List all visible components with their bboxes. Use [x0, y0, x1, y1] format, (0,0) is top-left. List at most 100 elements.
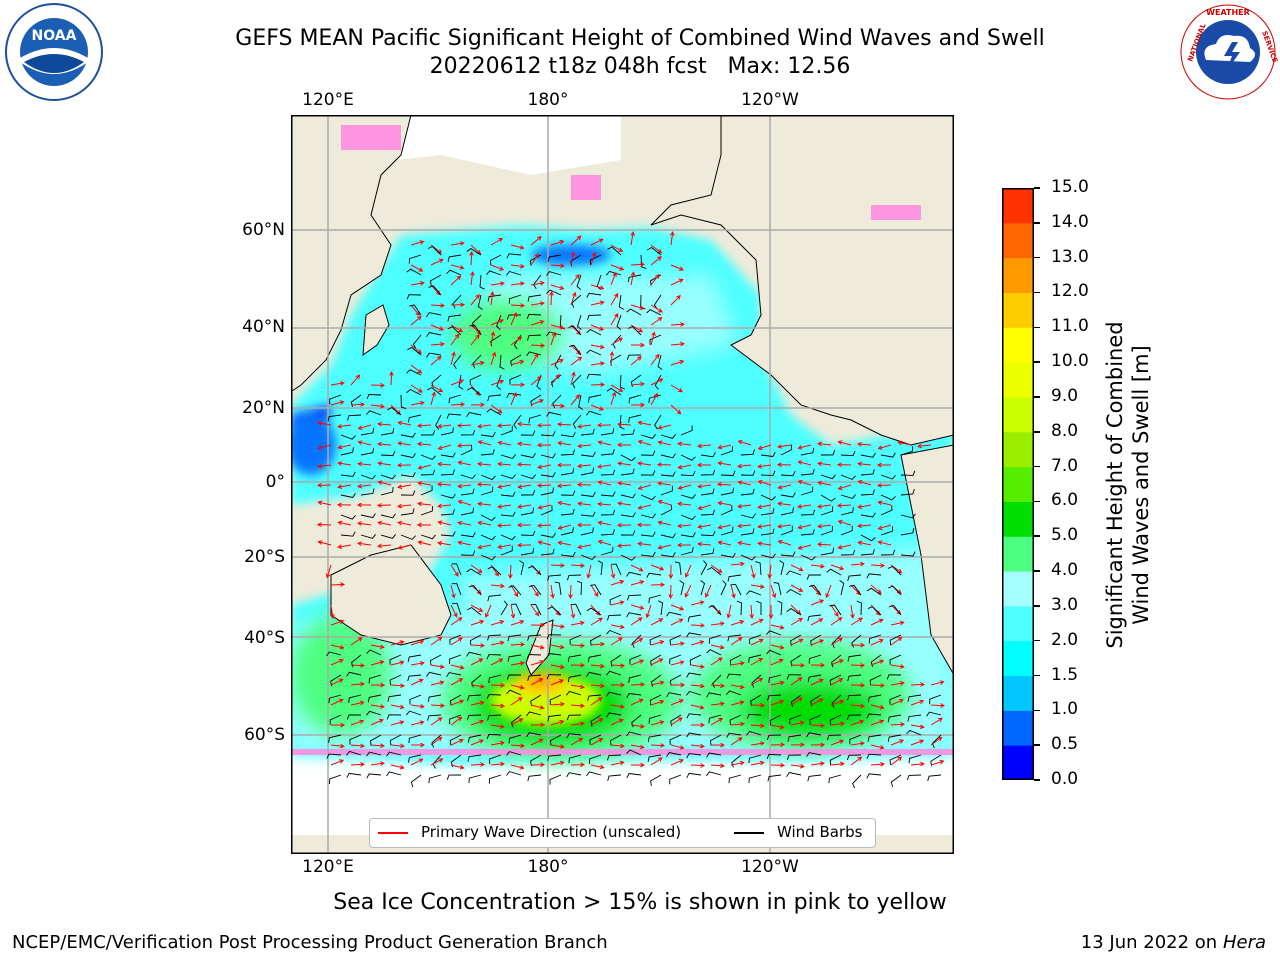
wave-direction-arrow [630, 402, 646, 408]
wave-direction-arrow [610, 718, 624, 726]
wind-barb [560, 432, 576, 438]
wave-direction-arrow [557, 524, 572, 530]
wind-barb [847, 574, 862, 582]
wave-direction-arrow [416, 522, 432, 528]
wind-barb [606, 691, 622, 697]
colorbar-tick-mark [1034, 779, 1040, 781]
wind-barb [412, 334, 422, 349]
wind-barb [513, 334, 522, 350]
wind-barb [609, 734, 622, 746]
wind-barb [880, 526, 894, 536]
wave-direction-arrow [590, 251, 597, 266]
wind-barb [820, 450, 836, 456]
wind-barb [472, 354, 482, 369]
north-pacific-swell [451, 300, 561, 370]
colorbar-tick-label: 4.0 [1051, 560, 1079, 581]
wave-direction-arrow [370, 403, 385, 409]
wave-direction-arrow [530, 762, 546, 768]
wave-direction-arrow [797, 479, 812, 486]
wind-barb [580, 467, 595, 476]
wave-direction-arrow [730, 700, 745, 706]
wind-barb [351, 654, 362, 668]
wind-barb [526, 711, 542, 717]
wind-barb [566, 772, 582, 778]
wave-direction-arrow [530, 722, 546, 728]
wind-barb [547, 606, 562, 616]
wave-direction-arrow [837, 519, 852, 526]
wave-direction-arrow [496, 423, 512, 428]
wind-barb [846, 694, 862, 701]
wind-barb [806, 732, 822, 738]
wave-direction-arrow [730, 584, 736, 599]
wind-barb [606, 614, 622, 621]
wind-barb [851, 634, 862, 648]
wind-barb [530, 694, 542, 707]
wind-barb [766, 630, 782, 636]
wave-direction-arrow [490, 703, 506, 709]
wind-barb [820, 525, 833, 536]
wind-barb [760, 508, 775, 516]
wave-direction-arrow [630, 659, 645, 666]
wind-barb [426, 331, 442, 337]
wind-barb [620, 468, 635, 476]
wave-direction-arrow [508, 564, 513, 580]
wind-barb [631, 634, 642, 649]
wind-barb [660, 504, 673, 516]
colorbar-tick-mark [1034, 431, 1040, 433]
wave-direction-arrow [536, 442, 552, 448]
wind-barb [760, 528, 775, 536]
wind-barb [626, 749, 642, 756]
wind-barb [406, 388, 422, 396]
wave-direction-arrow [450, 678, 464, 686]
wave-direction-arrow [810, 678, 824, 686]
wave-direction-arrow [610, 760, 625, 766]
wave-direction-arrow [390, 743, 405, 749]
wind-barb [586, 349, 602, 356]
wave-direction-arrow [597, 539, 612, 546]
wave-direction-arrow [370, 682, 386, 688]
wind-barb [420, 454, 436, 460]
wave-direction-arrow [570, 721, 585, 727]
wave-direction-arrow [430, 664, 445, 669]
wave-direction-arrow [430, 736, 443, 746]
wave-direction-arrow [517, 504, 532, 509]
wind-barb [506, 253, 522, 259]
wave-direction-arrow [410, 661, 425, 666]
wind-barb [570, 603, 582, 616]
wave-direction-arrow [877, 524, 892, 531]
wind-barb [340, 434, 356, 440]
wind-barb [720, 526, 734, 536]
wind-barb [709, 734, 722, 746]
wave-direction-arrow [790, 564, 804, 572]
wind-barb [600, 546, 614, 556]
colorbar-tick-label: 13.0 [1051, 246, 1089, 267]
wave-direction-arrow [397, 484, 412, 490]
wave-direction-arrow [930, 736, 943, 746]
wind-barb [831, 694, 842, 708]
wind-barb [820, 494, 836, 502]
wave-direction-arrow [577, 544, 592, 550]
wind-barb [408, 254, 422, 264]
wave-direction-arrow [357, 440, 372, 446]
wind-barb [366, 751, 382, 757]
wave-direction-arrow [377, 461, 392, 466]
wind-barb [496, 314, 502, 330]
colorbar-tick-label: 15.0 [1051, 177, 1089, 197]
wind-barb [540, 453, 556, 459]
wave-direction-arrow [650, 273, 660, 286]
wave-direction-arrow [810, 742, 826, 748]
wave-direction-arrow [630, 381, 645, 387]
wind-barb [706, 771, 722, 777]
wave-direction-arrow [670, 384, 684, 393]
wind-barb [426, 352, 442, 358]
wind-barb [506, 270, 522, 276]
wind-barb [631, 714, 642, 728]
wind-barb [326, 753, 342, 759]
wind-barb [756, 600, 762, 615]
wave-direction-arrow [676, 542, 692, 548]
wave-direction-arrow [450, 664, 465, 670]
wind-barb [700, 548, 715, 556]
wave-direction-arrow [530, 704, 545, 710]
asia-landmass [291, 115, 412, 393]
lon-label-180-top: 180° [527, 90, 569, 110]
